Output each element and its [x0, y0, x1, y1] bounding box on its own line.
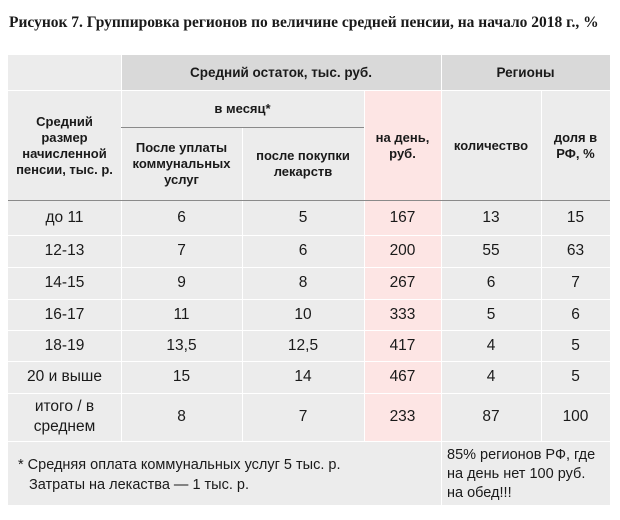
header-after-utilities: После уплаты коммунальных услуг: [121, 128, 242, 200]
grid-line: [121, 127, 364, 128]
cell-per-day: 467: [364, 361, 441, 393]
header-per-month: в месяц*: [121, 91, 364, 127]
cell-after-medicine: 5: [242, 200, 364, 235]
cell-share: 5: [541, 330, 610, 361]
header-per-day: на день, руб.: [364, 91, 441, 200]
figure-title: Рисунок 7. Группировка регионов по велич…: [9, 14, 599, 31]
cell-after-medicine: 6: [242, 235, 364, 267]
cell-after-utilities: 15: [121, 361, 242, 393]
cell-after-utilities: 8: [121, 393, 242, 441]
cell-share: 5: [541, 361, 610, 393]
grid-line: [541, 91, 542, 441]
cell-share: 7: [541, 267, 610, 299]
cell-after-utilities: 6: [121, 200, 242, 235]
cell-after-medicine: 8: [242, 267, 364, 299]
cell-count: 5: [441, 299, 541, 330]
grid-line: [8, 361, 610, 362]
row-label: 14-15: [8, 267, 121, 299]
row-label: 16-17: [8, 299, 121, 330]
cell-after-medicine: 10: [242, 299, 364, 330]
grid-line: [8, 235, 610, 236]
row-label: итого / в среднем: [8, 393, 121, 441]
cell-per-day: 167: [364, 200, 441, 235]
cell-share: 6: [541, 299, 610, 330]
row-label: до 11: [8, 200, 121, 235]
cell-after-medicine: 12,5: [242, 330, 364, 361]
grid-line: [242, 128, 243, 441]
header-after-medicine: после покупки лекарств: [242, 128, 364, 200]
header-share: доля в РФ, %: [541, 91, 610, 200]
cell-after-utilities: 11: [121, 299, 242, 330]
cell-share: 63: [541, 235, 610, 267]
footnote-line-2: Затраты на лекаства — 1 тыс. р.: [29, 477, 250, 493]
cell-per-day: 267: [364, 267, 441, 299]
grid-line: [8, 330, 610, 331]
grid-line: [8, 441, 610, 442]
cell-per-day: 233: [364, 393, 441, 441]
grid-line: [441, 55, 442, 505]
header-group-regions: Регионы: [441, 55, 610, 90]
header-corner: [8, 55, 121, 90]
cell-count: 6: [441, 267, 541, 299]
header-count: количество: [441, 91, 541, 200]
header-pension-size: Средний размер начисленной пенсии, тыс. …: [8, 91, 121, 200]
grid-line: [364, 91, 365, 441]
cell-per-day: 333: [364, 299, 441, 330]
callout-text: 85% регионов РФ, где на день нет 100 руб…: [447, 447, 596, 501]
cell-share: 15: [541, 200, 610, 235]
footnote-line-1: * Средняя оплата коммунальных услуг 5 ты…: [18, 457, 341, 473]
cell-after-utilities: 13,5: [121, 330, 242, 361]
row-label: 18-19: [8, 330, 121, 361]
row-label: 20 и выше: [8, 361, 121, 393]
cell-after-utilities: 7: [121, 235, 242, 267]
cell-after-medicine: 7: [242, 393, 364, 441]
cell-after-medicine: 14: [242, 361, 364, 393]
cell-count: 13: [441, 200, 541, 235]
cell-per-day: 200: [364, 235, 441, 267]
header-group-balance: Средний остаток, тыс. руб.: [121, 55, 441, 90]
grid-line: [8, 299, 610, 300]
footnote-cell: [8, 441, 441, 505]
cell-count: 4: [441, 361, 541, 393]
cell-per-day: 417: [364, 330, 441, 361]
grid-line: [8, 90, 610, 91]
cell-count: 4: [441, 330, 541, 361]
cell-count: 87: [441, 393, 541, 441]
grid-line: [8, 267, 610, 268]
row-label: 12-13: [8, 235, 121, 267]
grid-line: [121, 55, 122, 441]
cell-count: 55: [441, 235, 541, 267]
callout-cell: [441, 441, 610, 505]
cell-share: 100: [541, 393, 610, 441]
cell-after-utilities: 9: [121, 267, 242, 299]
grid-line: [8, 393, 610, 394]
grid-line: [8, 200, 610, 201]
